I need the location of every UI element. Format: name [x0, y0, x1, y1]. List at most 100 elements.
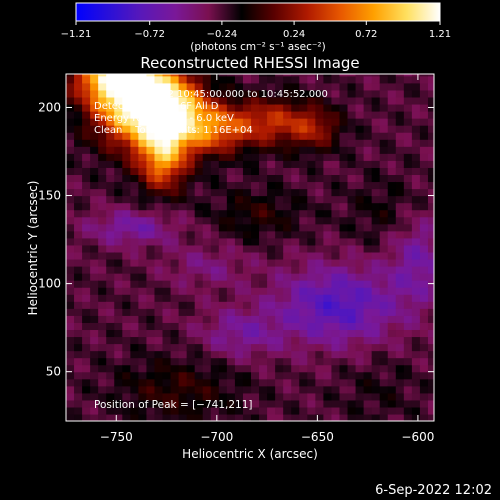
- heatmap-cell: [275, 294, 284, 302]
- heatmap-cell: [98, 223, 107, 232]
- heatmap-cell: [154, 343, 164, 352]
- heatmap-cell: [363, 364, 373, 373]
- heatmap-cell: [283, 230, 292, 239]
- heatmap-cell: [242, 125, 252, 133]
- heatmap-cell: [234, 336, 244, 345]
- heatmap-cell: [202, 103, 212, 112]
- heatmap-cell: [315, 413, 324, 421]
- heatmap-cell: [162, 96, 172, 105]
- heatmap-cell: [90, 223, 99, 232]
- heatmap-cell: [331, 336, 341, 345]
- heatmap-cell: [379, 181, 389, 190]
- heatmap-cell: [74, 350, 83, 359]
- heatmap-cell: [90, 371, 99, 380]
- heatmap-cell: [202, 181, 212, 190]
- heatmap-cell: [66, 188, 75, 197]
- heatmap-cell: [275, 244, 284, 253]
- heatmap-cell: [210, 209, 220, 218]
- heatmap-cell: [315, 251, 324, 260]
- heatmap-cell: [299, 160, 308, 168]
- heatmap-cell: [194, 350, 204, 359]
- heatmap-cell: [210, 89, 220, 98]
- heatmap-cell: [154, 223, 164, 232]
- heatmap-cell: [186, 237, 196, 246]
- heatmap-cell: [242, 230, 252, 239]
- heatmap-cell: [395, 273, 405, 281]
- heatmap-cell: [315, 294, 324, 302]
- heatmap-cell: [419, 329, 429, 338]
- heatmap-cell: [355, 280, 365, 288]
- heatmap-cell: [242, 265, 252, 274]
- heatmap-cell: [202, 399, 212, 408]
- heatmap-cell: [403, 103, 413, 112]
- heatmap-cell: [395, 139, 405, 147]
- heatmap-cell: [323, 244, 333, 253]
- heatmap-cell: [90, 336, 99, 345]
- heatmap-cell: [114, 139, 123, 147]
- heatmap-cell: [210, 371, 220, 380]
- heatmap-cell: [387, 322, 397, 331]
- heatmap-cell: [234, 195, 244, 204]
- heatmap-cell: [379, 75, 389, 84]
- heatmap-cell: [170, 301, 180, 309]
- heatmap-cell: [98, 132, 107, 140]
- heatmap-cell: [170, 74, 180, 77]
- heatmap-cell: [283, 160, 292, 168]
- heatmap-cell: [363, 146, 373, 154]
- heatmap-cell: [355, 110, 365, 119]
- heatmap-cell: [154, 74, 164, 77]
- heatmap-cell: [363, 125, 373, 133]
- heatmap-cell: [291, 251, 300, 260]
- heatmap-cell: [323, 301, 333, 309]
- heatmap-cell: [242, 160, 252, 168]
- heatmap-cell: [379, 153, 389, 161]
- heatmap-cell: [194, 237, 204, 246]
- heatmap-cell: [154, 153, 164, 161]
- heatmap-cell: [251, 406, 260, 415]
- heatmap-cell: [170, 139, 180, 147]
- heatmap-cell: [427, 209, 434, 218]
- heatmap-cell: [130, 301, 139, 309]
- heatmap-cell: [419, 139, 429, 147]
- heatmap-cell: [427, 301, 434, 309]
- heatmap-cell: [74, 280, 83, 288]
- heatmap-cell: [66, 244, 75, 253]
- heatmap-cell: [259, 230, 268, 239]
- heatmap-cell: [114, 308, 123, 316]
- heatmap-cell: [226, 230, 236, 239]
- heatmap-cell: [106, 392, 115, 401]
- heatmap-cell: [98, 399, 107, 408]
- heatmap-cell: [170, 406, 180, 415]
- heatmap-cell: [379, 195, 389, 204]
- heatmap-cell: [242, 89, 252, 98]
- heatmap-cell: [419, 195, 429, 204]
- x-tick-label: −600: [401, 430, 434, 444]
- heatmap-cell: [242, 329, 252, 338]
- heatmap-cell: [371, 188, 381, 197]
- heatmap-cell: [411, 322, 421, 331]
- heatmap-cell: [106, 174, 115, 183]
- heatmap-cell: [371, 110, 381, 119]
- heatmap-cell: [122, 251, 131, 260]
- heatmap-cell: [291, 167, 300, 176]
- heatmap-cell: [387, 273, 397, 281]
- heatmap-cell: [315, 392, 324, 401]
- heatmap-cell: [82, 75, 91, 84]
- heatmap-cell: [114, 188, 123, 197]
- heatmap-cell: [106, 202, 115, 211]
- heatmap-cell: [186, 378, 196, 387]
- heatmap-cell: [106, 280, 115, 288]
- heatmap-cell: [106, 153, 115, 161]
- heatmap-cell: [66, 265, 75, 274]
- heatmap-cell: [403, 237, 413, 246]
- heatmap-cell: [202, 110, 212, 119]
- heatmap-cell: [138, 223, 148, 232]
- heatmap-cell: [162, 188, 172, 197]
- heatmap-cell: [90, 160, 99, 168]
- heatmap-cell: [355, 153, 365, 161]
- heatmap-cell: [251, 82, 260, 91]
- heatmap-cell: [307, 223, 316, 232]
- heatmap-cell: [395, 336, 405, 345]
- heatmap-cell: [138, 357, 148, 366]
- heatmap-cell: [106, 294, 115, 302]
